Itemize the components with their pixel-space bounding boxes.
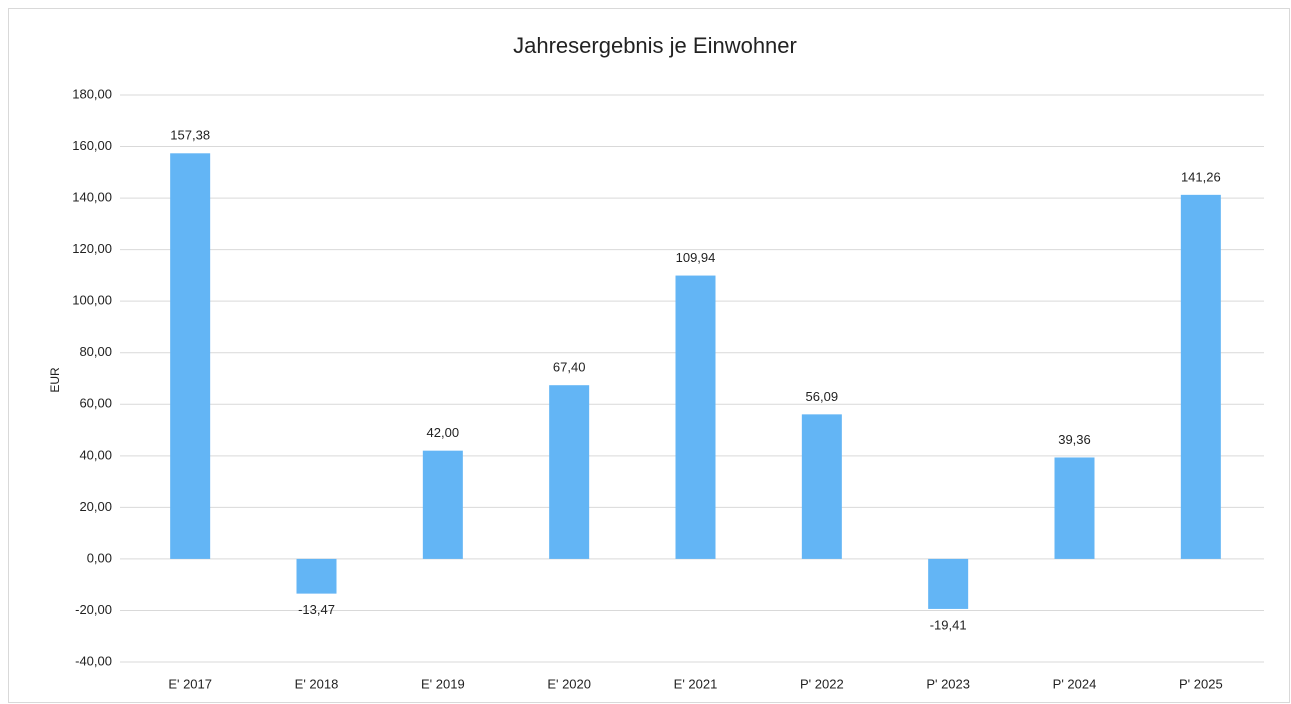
data-label: 67,40 — [553, 360, 586, 375]
y-tick-label: 80,00 — [79, 344, 112, 359]
x-tick-label: P' 2024 — [1053, 676, 1097, 691]
y-tick-label: 180,00 — [72, 86, 112, 101]
bar — [928, 558, 969, 609]
bar — [1054, 457, 1095, 559]
x-tick-label: E' 2020 — [547, 676, 591, 691]
x-tick-label: E' 2019 — [421, 676, 465, 691]
data-label: 109,94 — [676, 250, 716, 265]
y-tick-label: 120,00 — [72, 241, 112, 256]
x-tick-label: E' 2017 — [168, 676, 212, 691]
bar — [549, 385, 590, 559]
data-label: 39,36 — [1058, 432, 1091, 447]
data-label: -19,41 — [930, 617, 967, 632]
chart-title: Jahresergebnis je Einwohner — [513, 33, 797, 58]
y-axis-label: EUR — [48, 367, 62, 393]
y-tick-label: 160,00 — [72, 138, 112, 153]
y-tick-label: -40,00 — [75, 653, 112, 668]
y-tick-label: 0,00 — [87, 550, 112, 565]
x-tick-label: E' 2021 — [674, 676, 718, 691]
x-tick-label: P' 2023 — [926, 676, 970, 691]
y-tick-label: 20,00 — [79, 499, 112, 514]
bar — [801, 414, 842, 559]
y-tick-label: 140,00 — [72, 190, 112, 205]
y-tick-label: -20,00 — [75, 602, 112, 617]
data-label: 141,26 — [1181, 169, 1221, 184]
bar — [1180, 194, 1221, 559]
y-tick-label: 40,00 — [79, 447, 112, 462]
data-label: -13,47 — [298, 602, 335, 617]
chart-border — [8, 8, 1290, 703]
x-tick-label: E' 2018 — [295, 676, 339, 691]
bar — [170, 153, 211, 559]
data-label: 56,09 — [806, 389, 839, 404]
data-label: 42,00 — [427, 425, 460, 440]
x-tick-label: P' 2022 — [800, 676, 844, 691]
bar — [422, 450, 463, 559]
y-tick-label: 100,00 — [72, 293, 112, 308]
bar — [296, 558, 337, 594]
bar — [675, 275, 716, 559]
data-label: 157,38 — [170, 128, 210, 143]
x-tick-label: P' 2025 — [1179, 676, 1223, 691]
y-tick-label: 60,00 — [79, 396, 112, 411]
